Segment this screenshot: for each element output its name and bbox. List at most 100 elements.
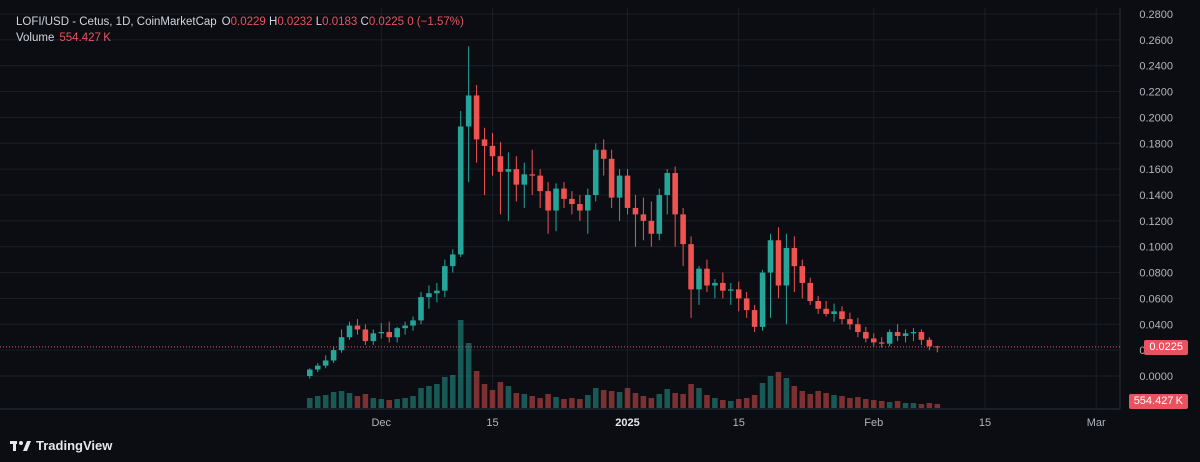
candle-body	[592, 149, 599, 195]
volume-bar	[688, 384, 694, 408]
volume-bar	[632, 393, 639, 408]
candle-body	[442, 266, 448, 291]
volume-bar	[656, 394, 663, 408]
candle-body	[513, 169, 520, 185]
x-tick-label: 15	[486, 417, 498, 429]
volume-bar	[346, 393, 353, 408]
volume-bar	[624, 388, 631, 408]
chart-legend: LOFI/USD - Cetus, 1D, CoinMarketCap O0.0…	[16, 14, 464, 46]
candle-body	[672, 173, 678, 215]
volume-bar	[481, 384, 488, 408]
candle-body	[434, 290, 440, 294]
volume-bar	[370, 398, 377, 408]
symbol-label[interactable]: LOFI/USD - Cetus, 1D, CoinMarketCap	[16, 16, 217, 28]
volume-bar	[751, 395, 758, 408]
candle-body	[394, 328, 400, 338]
brand-label: TradingView	[36, 438, 113, 453]
volume-bar	[418, 388, 424, 408]
candle-body	[863, 332, 869, 339]
candle-body	[870, 338, 877, 343]
candle-body	[370, 333, 377, 342]
y-tick-label: 0.0000	[1139, 371, 1173, 383]
volume-bar	[307, 398, 313, 408]
volume-bar	[434, 384, 440, 408]
axes: 0.2800 0.2600 0.2400 0.2200 0.2000 0.1800 0.16…	[0, 8, 1173, 429]
volume-value: 554.427 K	[59, 32, 111, 44]
volume-label[interactable]: Volume	[16, 32, 55, 44]
y-tick-label: 0.1000	[1139, 242, 1173, 254]
candle-body	[902, 333, 909, 336]
y-tick-label: 0.2600	[1139, 35, 1173, 47]
low-value: 0.0183	[322, 16, 358, 28]
candle-body	[855, 324, 861, 333]
volume-bar	[402, 398, 408, 408]
open-label: O	[221, 16, 231, 28]
candle-body	[656, 195, 663, 234]
volume-bar	[648, 398, 655, 408]
y-tick-label: 0.2000	[1139, 112, 1173, 124]
candle-body	[616, 175, 623, 198]
y-tick-label: 0.1600	[1139, 164, 1173, 176]
volume-bar	[553, 397, 559, 408]
candle-body	[521, 174, 528, 185]
y-tick-label: 0.2400	[1139, 61, 1173, 73]
candle-body	[307, 369, 313, 376]
volume-bar	[569, 398, 575, 408]
candle-body	[449, 254, 456, 267]
volume-bar	[442, 377, 448, 408]
volume-bar	[910, 403, 917, 408]
candle-body	[918, 332, 925, 340]
volume-bar	[934, 404, 941, 408]
volume-bar	[545, 394, 551, 408]
candle-body	[497, 156, 504, 172]
volume-bar	[878, 401, 885, 408]
last-volume-tag: 554.427 K	[1128, 394, 1188, 409]
volume-bar	[870, 400, 877, 408]
candle-body	[680, 214, 686, 245]
volume-bar	[394, 399, 400, 408]
volume-bar	[608, 391, 615, 408]
volume-bar	[354, 396, 361, 408]
candle-body	[648, 220, 655, 234]
candle-body	[577, 204, 583, 211]
x-tick-label: 15	[979, 417, 991, 429]
volume-bar	[561, 399, 567, 408]
candle-body	[314, 365, 321, 370]
y-tick-label: 0.1200	[1139, 216, 1173, 228]
candle-body	[775, 240, 782, 286]
volume-bar	[712, 398, 718, 408]
candle-body	[553, 188, 559, 211]
candle-body	[426, 293, 432, 298]
close-value: 0.0225	[368, 16, 405, 28]
volume-bar	[680, 394, 686, 408]
volume-bar	[410, 396, 416, 408]
volume-bar	[735, 399, 742, 408]
candlesticks	[307, 46, 941, 379]
change-value: 0 (−1.57%)	[407, 16, 464, 28]
open-value: 0.0229	[230, 16, 266, 28]
candle-body	[362, 329, 369, 342]
candle-body	[704, 268, 710, 286]
volume-bar	[457, 320, 464, 408]
last-price-tag: 0.0225	[1144, 339, 1188, 355]
volume-bar	[521, 394, 528, 408]
candle-body	[402, 325, 408, 329]
candle-body	[664, 173, 671, 195]
volume-bar	[894, 401, 901, 408]
volume-bar	[592, 388, 599, 408]
tradingview-logo[interactable]: TradingView	[10, 438, 112, 453]
volume-bar	[378, 399, 385, 408]
candle-body	[537, 175, 543, 192]
volume-bar	[847, 398, 853, 408]
candle-body	[465, 95, 472, 127]
candle-body	[386, 332, 392, 338]
candle-body	[569, 198, 575, 205]
volume-bar	[815, 391, 821, 408]
volume-bar	[386, 400, 392, 408]
volume-bar	[616, 392, 623, 408]
candle-body	[545, 191, 551, 211]
candle-body	[926, 339, 933, 347]
volume-bar	[672, 393, 678, 408]
volume-bar	[823, 393, 829, 408]
